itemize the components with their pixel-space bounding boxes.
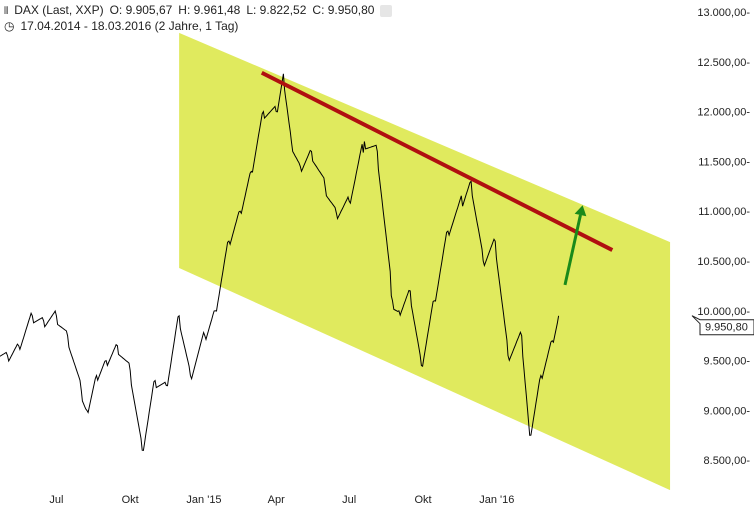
- y-tick-label: 10.000,00-: [697, 306, 750, 318]
- low-value: L: 9.822,52: [246, 3, 307, 17]
- arrow-annotation[interactable]: [563, 205, 587, 286]
- price-series-line: [0, 73, 560, 451]
- date-range-text: 17.04.2014 - 18.03.2016 (2 Jahre, 1 Tag): [20, 19, 239, 33]
- arrow-head: [574, 205, 587, 217]
- x-tick-label: Jan '16: [479, 494, 514, 506]
- open-value: O: 9.905,67: [109, 3, 173, 17]
- x-axis: Jul Okt Jan '15 Apr Jul Okt Jan '16: [0, 490, 754, 515]
- y-tick-label: 11.000,00-: [698, 206, 750, 218]
- x-axis-band: [0, 490, 754, 515]
- x-tick-label: Jan '15: [186, 494, 221, 506]
- y-tick-label: 12.500,00-: [697, 57, 750, 69]
- y-tick-label: 8.500,00-: [704, 455, 751, 467]
- regression-channel[interactable]: [179, 32, 671, 491]
- y-tick-label: 10.500,00-: [697, 256, 750, 268]
- y-axis: 13.000,00- 12.500,00- 12.000,00- 11.500,00-…: [697, 7, 750, 467]
- y-tick-label: 9.500,00-: [704, 356, 751, 368]
- chart-bars-icon: ⫴: [4, 6, 9, 17]
- y-tick-label: 11.500,00-: [698, 156, 750, 168]
- last-price-label: 9.950,80: [705, 322, 748, 334]
- x-tick-label: Jul: [49, 494, 63, 506]
- close-value: C: 9.950,80: [312, 3, 375, 17]
- x-tick-label: Apr: [268, 494, 285, 506]
- y-tick-label: 9.000,00-: [704, 405, 751, 417]
- instrument-header: ⫴ DAX (Last, XXP) O: 9.905,67 H: 9.961,48 L:…: [4, 3, 398, 17]
- last-price-marker: 9.950,80: [691, 315, 754, 336]
- high-value: H: 9.961,48: [178, 3, 241, 17]
- y-tick-label: 13.000,00-: [697, 7, 750, 19]
- trend-line[interactable]: [260, 70, 614, 252]
- x-tick-label: Okt: [122, 494, 139, 506]
- instrument-name: DAX (Last, XXP): [14, 3, 104, 17]
- x-tick-label: Okt: [414, 494, 431, 506]
- settings-icon[interactable]: [380, 4, 393, 17]
- x-tick-label: Jul: [342, 494, 356, 506]
- y-tick-label: 12.000,00-: [697, 107, 750, 119]
- clock-icon: ◷: [4, 19, 15, 33]
- date-range: ◷ 17.04.2014 - 18.03.2016 (2 Jahre, 1 Tag…: [4, 19, 244, 33]
